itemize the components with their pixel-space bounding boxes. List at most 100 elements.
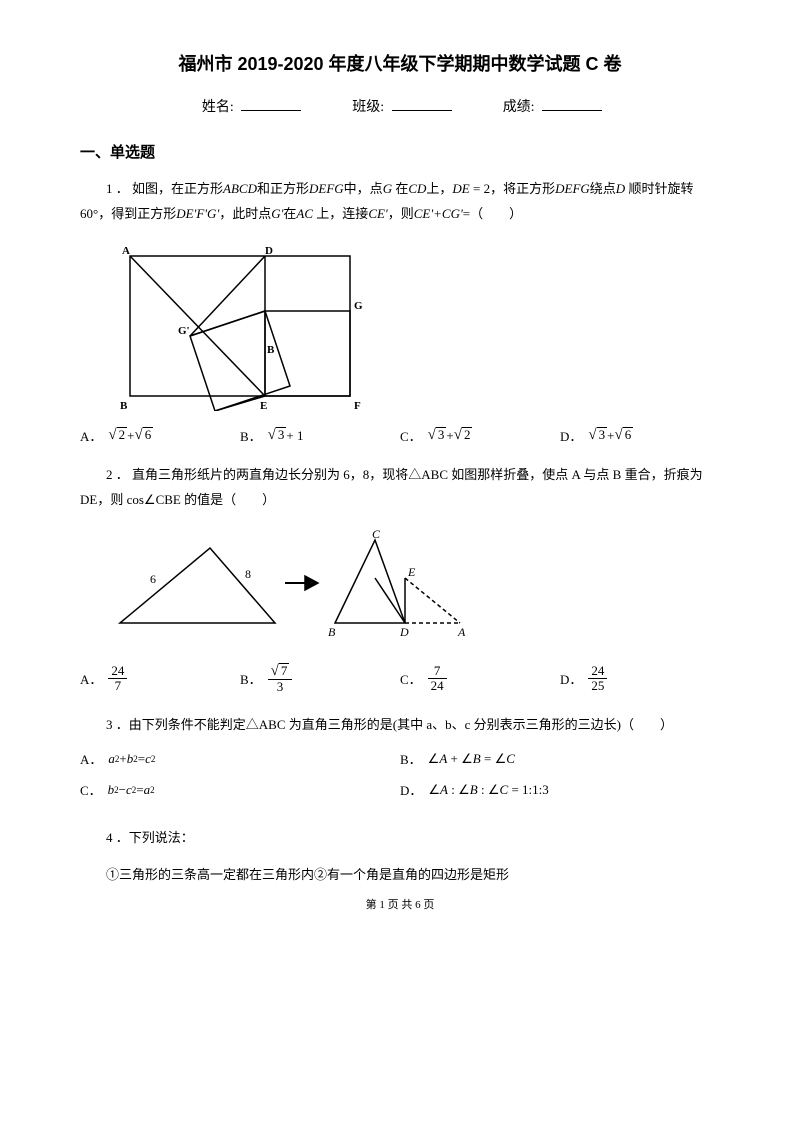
opt-d-label: D． (560, 426, 582, 445)
q3-options: A． a2 + b2 = c2 B． ∠A + ∠B = ∠C C． b2 − … (80, 749, 720, 811)
q1-defg3: DE'F'G' (176, 206, 219, 221)
q1-text-i: ，得到正方形 (98, 206, 176, 221)
q1-text-a: 如图，在正方形 (132, 181, 223, 196)
q4-number: 4 ． (106, 830, 129, 845)
fig1-label-gp: G' (178, 325, 190, 337)
fig1-label-e: E (260, 400, 267, 411)
q1-abcd: ABCD (223, 181, 257, 196)
q1-text-l: 上，连接 (313, 206, 368, 221)
q2-a-num: 24 (108, 664, 127, 679)
q1-text-b: 和正方形 (257, 181, 309, 196)
q3-option-d: D． ∠A : ∠B : ∠C = 1:1:3 (400, 780, 720, 799)
q2-b-den: 3 (268, 680, 293, 694)
question-1: 1 ． 如图，在正方形ABCD和正方形DEFG中，点G 在CD上，DE = 2，… (80, 177, 720, 226)
q1-text-n: =（ ） (463, 206, 522, 221)
q1-text-j: ，此时点 (219, 206, 271, 221)
score-blank (542, 96, 602, 111)
q1-angle: 60° (80, 206, 98, 221)
q1-de: DE (452, 181, 469, 196)
q1-option-b: B． √3 + 1 (240, 426, 400, 445)
q2-number: 2 ． (106, 467, 129, 482)
q1-defg: DEFG (309, 181, 344, 196)
page-footer: 第 1 页 共 6 页 (0, 896, 800, 912)
opt-d-label: D． (400, 780, 422, 799)
q1-figure: A D B E F G' B G (110, 241, 370, 411)
fig2-eight: 8 (245, 567, 251, 581)
q1-number: 1 ． (106, 181, 129, 196)
opt-c-label: C． (80, 780, 102, 799)
name-label: 姓名: (202, 100, 234, 115)
class-blank (392, 96, 452, 111)
fig1-label-g: G (354, 300, 363, 312)
q1-g2: G' (271, 206, 283, 221)
fig2-c: C (372, 528, 381, 541)
fig1-label-a: A (122, 245, 130, 257)
q2-option-b: B． √73 (240, 663, 400, 695)
opt-a-label: A． (80, 426, 102, 445)
q2-d-num: 24 (588, 664, 607, 679)
page: 福州市 2019-2020 年度八年级下学期期中数学试题 C 卷 姓名: 班级:… (0, 0, 800, 920)
score-label: 成绩: (503, 100, 535, 115)
fig1-label-d-top: D (265, 245, 273, 257)
q3-option-c: C． b2 − c2 = a2 (80, 780, 400, 799)
q2-c-num: 7 (428, 664, 447, 679)
q1-cd: CD (408, 181, 426, 196)
q3-option-b: B． ∠A + ∠B = ∠C (400, 749, 720, 768)
q2-option-d: D． 2425 (560, 663, 720, 695)
opt-b-label: B． (400, 749, 422, 768)
q1-text-e: 上， (426, 181, 452, 196)
q2-text: 直角三角形纸片的两直角边长分别为 6，8，现将△ABC 如图那样折叠，使点 A … (80, 467, 703, 507)
q1-text-h: 顺时针旋转 (625, 181, 693, 196)
q1-text-f: = 2，将正方形 (470, 181, 555, 196)
page-title: 福州市 2019-2020 年度八年级下学期期中数学试题 C 卷 (80, 50, 720, 76)
opt-d-label: D． (560, 669, 582, 688)
q4-text: 下列说法： (129, 830, 194, 845)
q2-option-c: C． 724 (400, 663, 560, 695)
header-fields: 姓名: 班级: 成绩: (80, 96, 720, 116)
opt-b-label: B． (240, 669, 262, 688)
q1-options: A． √2 + √6 B． √3 + 1 C． √3 + √2 D． √3 + … (80, 426, 720, 445)
q3-text: 由下列条件不能判定△ABC 为直角三角形的是(其中 a、b、c 分别表示三角形的… (129, 717, 673, 732)
fig1-label-f: F (354, 400, 361, 411)
fig1-label-b-mid: B (267, 344, 275, 356)
q2-options: A． 247 B． √73 C． 724 D． 2425 (80, 663, 720, 695)
q1-option-a: A． √2 + √6 (80, 426, 240, 445)
q1-defg2: DEFG (555, 181, 590, 196)
fig2-d: D (399, 625, 409, 639)
q3-number: 3 ． (106, 717, 129, 732)
question-2: 2 ． 直角三角形纸片的两直角边长分别为 6，8，现将△ABC 如图那样折叠，使… (80, 463, 720, 512)
class-label: 班级: (352, 100, 384, 115)
q1-ce: CE' (368, 206, 387, 221)
question-4-line1: ①三角形的三条高一定都在三角形内②有一个角是直角的四边形是矩形 (80, 863, 720, 888)
q1-text-k: 在 (283, 206, 296, 221)
opt-c-label: C． (400, 426, 422, 445)
q3-option-a: A． a2 + b2 = c2 (80, 749, 400, 768)
q1-option-d: D． √3 + √6 (560, 426, 720, 445)
opt-a-label: A． (80, 669, 102, 688)
q1-expr: CE'+CG' (414, 206, 463, 221)
fig2-a: A (457, 625, 466, 639)
name-blank (241, 96, 301, 111)
q1-ac: AC (296, 206, 313, 221)
q1-text-m: ，则 (388, 206, 414, 221)
fig2-e: E (407, 565, 416, 579)
q2-d-den: 25 (588, 679, 607, 693)
q2-option-a: A． 247 (80, 663, 240, 695)
fig1-label-b-left: B (120, 400, 128, 411)
q2-a-den: 7 (108, 679, 127, 693)
question-3: 3 ．由下列条件不能判定△ABC 为直角三角形的是(其中 a、b、c 分别表示三… (80, 713, 720, 738)
q1-g: G (383, 181, 392, 196)
opt-b-label: B． (240, 426, 262, 445)
q1-text-g: 绕点 (590, 181, 616, 196)
q1-text-c: 中，点 (344, 181, 383, 196)
section-heading: 一、单选题 (80, 141, 720, 162)
fig2-six: 6 (150, 572, 156, 586)
q1-option-c: C． √3 + √2 (400, 426, 560, 445)
opt-c-label: C． (400, 669, 422, 688)
q1-text-d: 在 (392, 181, 408, 196)
q1-d: D (616, 181, 625, 196)
q2-c-den: 24 (428, 679, 447, 693)
q2-figure: 6 8 C E B D A (110, 528, 470, 648)
question-4: 4 ．下列说法： (80, 826, 720, 851)
opt-a-label: A． (80, 749, 102, 768)
